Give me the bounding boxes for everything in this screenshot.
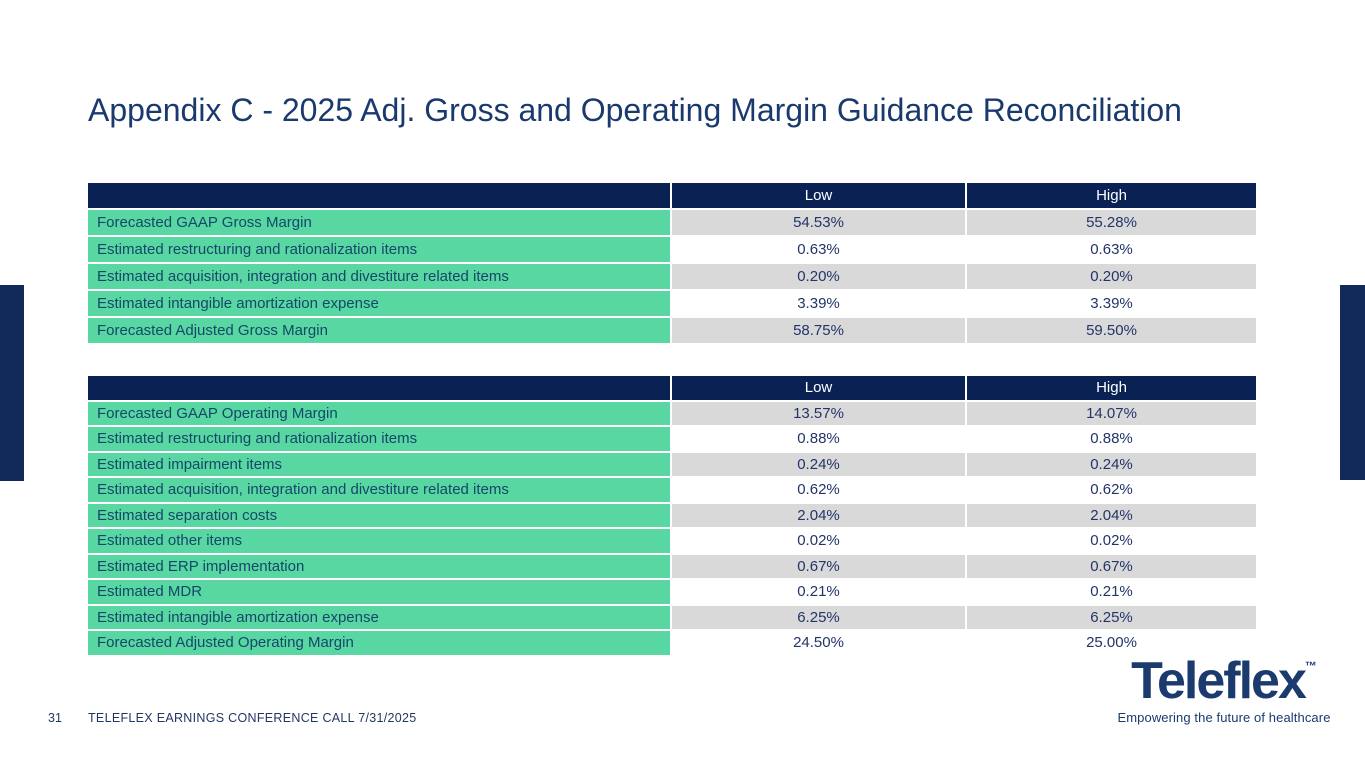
table-row: Forecasted GAAP Gross Margin 54.53% 55.28% bbox=[88, 210, 1256, 235]
table-row: Estimated intangible amortization expens… bbox=[88, 291, 1256, 316]
row-label-cell: Estimated intangible amortization expens… bbox=[88, 291, 670, 316]
row-label-cell: Estimated impairment items bbox=[88, 452, 670, 476]
table-row: Forecasted Adjusted Gross Margin 58.75% 59… bbox=[88, 318, 1256, 343]
table-row: Estimated acquisition, integration and d… bbox=[88, 478, 1256, 502]
row-label-cell: Forecasted GAAP Operating Margin bbox=[88, 401, 670, 425]
high-value-cell: 59.50% bbox=[967, 318, 1256, 343]
table-header-high-cell: High bbox=[967, 183, 1256, 208]
table-row: Estimated impairment items 0.24% 0.24% bbox=[88, 452, 1256, 476]
low-value-cell: 3.39% bbox=[672, 291, 965, 316]
table-header-label-cell bbox=[88, 376, 670, 400]
low-value-cell: 0.88% bbox=[672, 427, 965, 451]
row-label-cell: Estimated MDR bbox=[88, 580, 670, 604]
row-label-cell: Estimated acquisition, integration and d… bbox=[88, 264, 670, 289]
operating-margin-table: Low High Forecasted GAAP Operating Margin 1… bbox=[86, 374, 1258, 657]
high-value-cell: 6.25% bbox=[967, 605, 1256, 629]
high-value-cell: 0.02% bbox=[967, 529, 1256, 553]
low-value-cell: 0.62% bbox=[672, 478, 965, 502]
table-row: Estimated intangible amortization expens… bbox=[88, 605, 1256, 629]
left-accent-bar bbox=[0, 285, 24, 481]
table-header-label-cell bbox=[88, 183, 670, 208]
table-row: Estimated restructuring and rationalizat… bbox=[88, 427, 1256, 451]
table-row: Estimated acquisition, integration and d… bbox=[88, 264, 1256, 289]
high-value-cell: 0.20% bbox=[967, 264, 1256, 289]
row-label-cell: Estimated other items bbox=[88, 529, 670, 553]
low-value-cell: 58.75% bbox=[672, 318, 965, 343]
row-label-cell: Estimated separation costs bbox=[88, 503, 670, 527]
table-header-low-cell: Low bbox=[672, 183, 965, 208]
row-label-cell: Estimated restructuring and rationalizat… bbox=[88, 237, 670, 262]
logo-wordmark: Teleflex™ bbox=[1115, 655, 1333, 707]
table-row: Estimated MDR 0.21% 0.21% bbox=[88, 580, 1256, 604]
row-label-cell: Estimated ERP implementation bbox=[88, 554, 670, 578]
low-value-cell: 6.25% bbox=[672, 605, 965, 629]
table-row: Estimated restructuring and rationalizat… bbox=[88, 237, 1256, 262]
table-header-high-cell: High bbox=[967, 376, 1256, 400]
low-value-cell: 13.57% bbox=[672, 401, 965, 425]
row-label-cell: Estimated restructuring and rationalizat… bbox=[88, 427, 670, 451]
low-value-cell: 24.50% bbox=[672, 631, 965, 655]
row-label-cell: Estimated intangible amortization expens… bbox=[88, 605, 670, 629]
teleflex-logo: Teleflex™ Empowering the future of healt… bbox=[1115, 655, 1333, 725]
low-value-cell: 0.67% bbox=[672, 554, 965, 578]
low-value-cell: 0.24% bbox=[672, 452, 965, 476]
high-value-cell: 14.07% bbox=[967, 401, 1256, 425]
table-header-row: Low High bbox=[88, 376, 1256, 400]
right-accent-bar bbox=[1340, 285, 1365, 480]
trademark-symbol: ™ bbox=[1304, 659, 1317, 673]
table-row: Estimated separation costs 2.04% 2.04% bbox=[88, 503, 1256, 527]
high-value-cell: 0.88% bbox=[967, 427, 1256, 451]
table-row: Forecasted GAAP Operating Margin 13.57% 14… bbox=[88, 401, 1256, 425]
high-value-cell: 0.63% bbox=[967, 237, 1256, 262]
low-value-cell: 0.20% bbox=[672, 264, 965, 289]
high-value-cell: 0.67% bbox=[967, 554, 1256, 578]
table-row: Estimated ERP implementation 0.67% 0.67% bbox=[88, 554, 1256, 578]
high-value-cell: 0.24% bbox=[967, 452, 1256, 476]
gross-margin-table: Low High Forecasted GAAP Gross Margin 54.53… bbox=[86, 181, 1258, 345]
high-value-cell: 0.62% bbox=[967, 478, 1256, 502]
row-label-cell: Estimated acquisition, integration and d… bbox=[88, 478, 670, 502]
page-number: 31 bbox=[48, 711, 62, 725]
row-label-cell: Forecasted Adjusted Operating Margin bbox=[88, 631, 670, 655]
high-value-cell: 3.39% bbox=[967, 291, 1256, 316]
table-row: Estimated other items 0.02% 0.02% bbox=[88, 529, 1256, 553]
row-label-cell: Forecasted Adjusted Gross Margin bbox=[88, 318, 670, 343]
low-value-cell: 54.53% bbox=[672, 210, 965, 235]
footer-text: TELEFLEX EARNINGS CONFERENCE CALL 7/31/2… bbox=[88, 711, 417, 725]
high-value-cell: 25.00% bbox=[967, 631, 1256, 655]
high-value-cell: 55.28% bbox=[967, 210, 1256, 235]
table-header-low-cell: Low bbox=[672, 376, 965, 400]
low-value-cell: 2.04% bbox=[672, 503, 965, 527]
slide-title: Appendix C - 2025 Adj. Gross and Operati… bbox=[88, 92, 1182, 128]
high-value-cell: 2.04% bbox=[967, 503, 1256, 527]
table-header-row: Low High bbox=[88, 183, 1256, 208]
row-label-cell: Forecasted GAAP Gross Margin bbox=[88, 210, 670, 235]
low-value-cell: 0.02% bbox=[672, 529, 965, 553]
low-value-cell: 0.21% bbox=[672, 580, 965, 604]
logo-tagline: Empowering the future of healthcare bbox=[1117, 710, 1331, 725]
high-value-cell: 0.21% bbox=[967, 580, 1256, 604]
table-row: Forecasted Adjusted Operating Margin 24.5… bbox=[88, 631, 1256, 655]
logo-brand-text: Teleflex bbox=[1131, 652, 1307, 710]
low-value-cell: 0.63% bbox=[672, 237, 965, 262]
